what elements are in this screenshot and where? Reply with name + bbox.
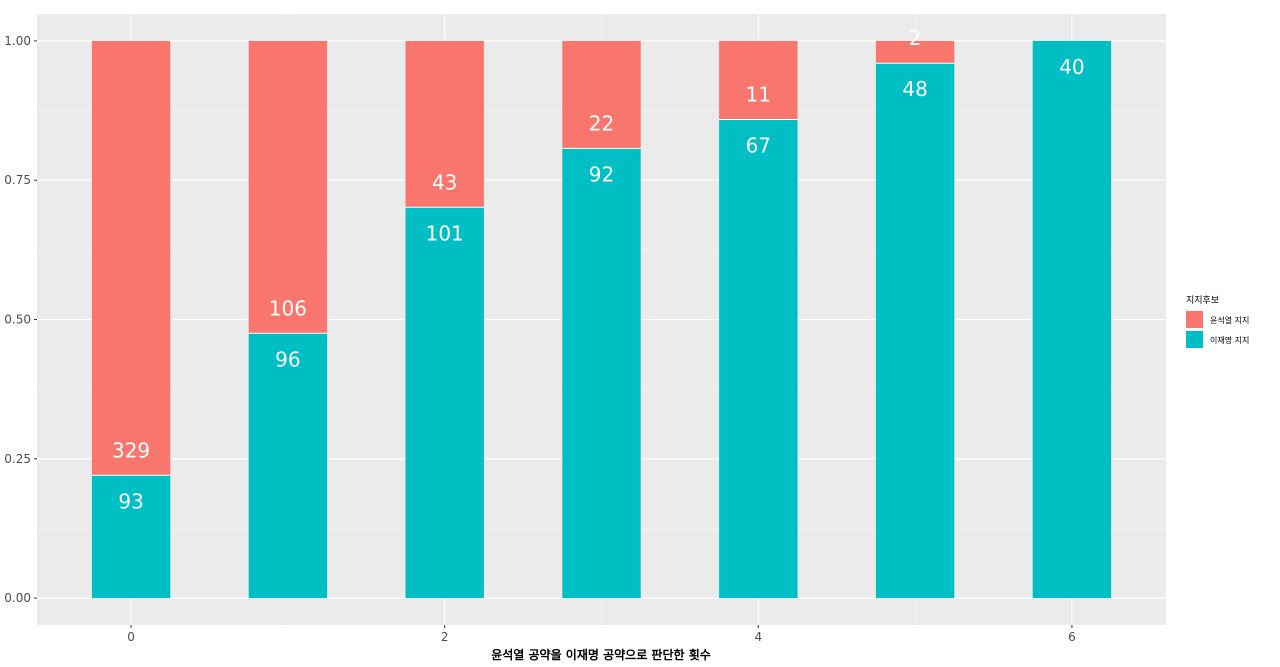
- x-tick-label: 6: [1068, 630, 1076, 644]
- bar-label-4-top: 11: [746, 82, 771, 106]
- bar-segment-0-top: [91, 40, 171, 476]
- bar-label-1-bottom: 96: [275, 347, 300, 371]
- bar-segment-5-bottom: [875, 63, 955, 599]
- bar-segment-3-top: [562, 40, 641, 149]
- bar-segment-4-bottom: [719, 119, 798, 599]
- bar-segment-1-bottom: [248, 333, 328, 599]
- legend-swatch: [1186, 311, 1203, 328]
- bar-segment-6-bottom: [1032, 40, 1112, 599]
- bar-label-2-bottom: 101: [426, 221, 464, 245]
- bar-label-3-bottom: 92: [589, 162, 614, 186]
- bar-segment-5-top: [875, 40, 955, 64]
- bar-labels: 329 93 106 96 43 101 22 92 11 67 2 48 40: [112, 26, 1085, 513]
- bar-segment-0-bottom: [91, 475, 171, 599]
- bar-segment-4-top: [719, 40, 798, 120]
- bar-segment-1-top: [248, 40, 328, 334]
- bars: [91, 40, 1112, 599]
- bar-label-6-bottom: 40: [1059, 55, 1084, 79]
- y-tick-label: 0.25: [4, 452, 31, 466]
- bar-label-0-bottom: 93: [118, 489, 143, 513]
- legend-title: 지지후보: [1186, 295, 1219, 306]
- bar-label-2-top: 43: [432, 170, 457, 194]
- bar-label-0-top: 329: [112, 438, 150, 462]
- legend-label: 이재명 지지: [1210, 335, 1249, 345]
- bar-label-5-top: 2: [909, 26, 922, 50]
- x-tick-label: 4: [754, 630, 762, 644]
- y-tick-label: 0.75: [4, 173, 31, 187]
- x-axis: 0 2 4 6: [127, 625, 1076, 644]
- y-axis: 0.00 0.25 0.50 0.75 1.00: [4, 34, 37, 605]
- bar-label-4-bottom: 67: [746, 133, 771, 157]
- bar-segment-2-top: [405, 40, 484, 208]
- legend-swatch: [1186, 331, 1203, 348]
- bar-label-3-top: 22: [589, 111, 614, 135]
- bar-label-1-top: 106: [269, 296, 307, 320]
- legend-label: 윤석열 지지: [1210, 315, 1249, 325]
- bar-label-5-bottom: 48: [902, 77, 927, 101]
- x-tick-label: 2: [441, 630, 449, 644]
- x-axis-title: 윤석열 공약을 이재명 공약으로 판단한 횟수: [491, 647, 711, 662]
- y-tick-label: 0.50: [4, 313, 31, 327]
- bar-segment-2-bottom: [405, 207, 484, 599]
- y-tick-label: 0.00: [4, 591, 31, 605]
- x-tick-label: 0: [127, 630, 135, 644]
- bar-segment-3-bottom: [562, 148, 641, 599]
- y-tick-label: 1.00: [4, 34, 31, 48]
